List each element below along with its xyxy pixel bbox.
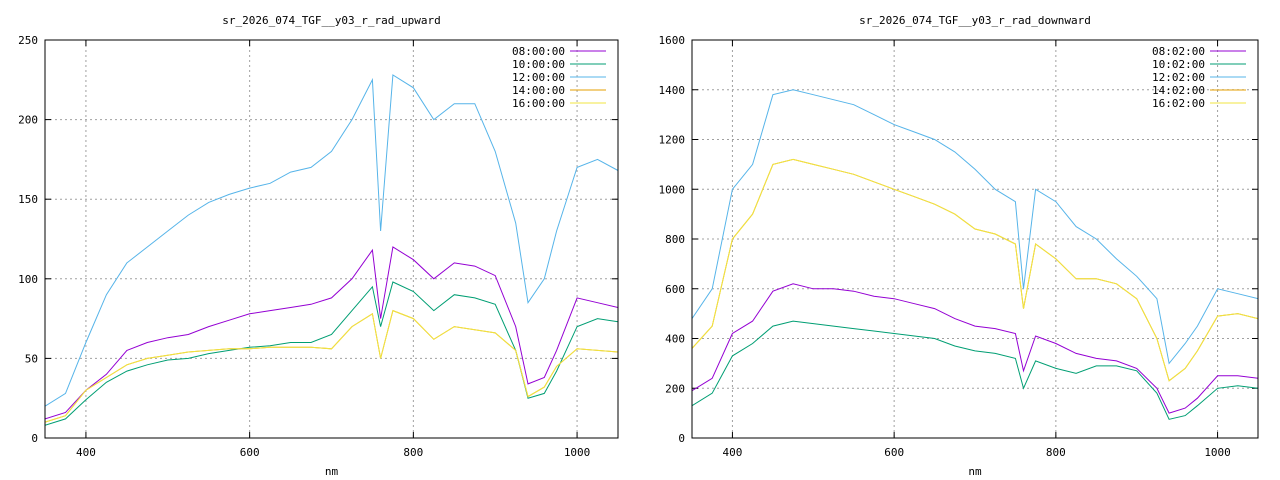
y-tick-label: 50 — [25, 352, 38, 365]
series-line-100000 — [45, 281, 618, 426]
y-tick-label: 600 — [665, 283, 685, 296]
legend-label: 10:02:00 — [1152, 58, 1205, 71]
y-tick-label: 0 — [678, 432, 685, 445]
y-tick-label: 150 — [18, 193, 38, 206]
legend-label: 12:02:00 — [1152, 71, 1205, 84]
series-line-120000 — [45, 74, 618, 407]
y-tick-label: 800 — [665, 233, 685, 246]
x-axis-label: nm — [325, 465, 339, 478]
x-tick-label: 1000 — [564, 446, 591, 459]
y-tick-label: 1200 — [659, 134, 686, 147]
legend-label: 14:00:00 — [512, 84, 565, 97]
legend-label: 08:02:00 — [1152, 45, 1205, 58]
legend-label: 14:02:00 — [1152, 84, 1205, 97]
legend-label: 16:02:00 — [1152, 97, 1205, 110]
plot-frame — [691, 39, 1259, 439]
y-tick-label: 200 — [18, 114, 38, 127]
legend-label: 08:00:00 — [512, 45, 565, 58]
y-tick-label: 200 — [665, 382, 685, 395]
x-tick-label: 800 — [1046, 446, 1066, 459]
x-tick-label: 400 — [76, 446, 96, 459]
chart-title: sr_2026_074_TGF__y03_r_rad_upward — [222, 14, 441, 27]
legend-label: 10:00:00 — [512, 58, 565, 71]
series-line-080000 — [45, 246, 618, 420]
series-line-160200 — [692, 158, 1258, 382]
legend-label: 12:00:00 — [512, 71, 565, 84]
y-tick-label: 100 — [18, 273, 38, 286]
plot-frame — [44, 39, 619, 439]
series-line-160000 — [45, 309, 618, 423]
y-tick-label: 250 — [18, 34, 38, 47]
x-tick-label: 1000 — [1204, 446, 1231, 459]
x-tick-label: 400 — [722, 446, 742, 459]
series-line-120200 — [692, 89, 1258, 365]
series-line-080200 — [692, 283, 1258, 414]
y-tick-label: 1600 — [659, 34, 686, 47]
y-tick-label: 1400 — [659, 84, 686, 97]
x-tick-label: 600 — [884, 446, 904, 459]
series-line-140200 — [692, 158, 1258, 382]
x-tick-label: 600 — [240, 446, 260, 459]
chart-title: sr_2026_074_TGF__y03_r_rad_downward — [859, 14, 1091, 27]
y-tick-label: 400 — [665, 333, 685, 346]
series-line-100200 — [692, 320, 1258, 420]
x-axis-label: nm — [968, 465, 982, 478]
series-line-140000 — [45, 309, 618, 423]
y-tick-label: 0 — [31, 432, 38, 445]
y-tick-label: 1000 — [659, 183, 686, 196]
chart-panel-downward: sr_2026_074_TGF__y03_r_rad_downward 400 60… — [659, 14, 1259, 478]
legend-label: 16:00:00 — [512, 97, 565, 110]
x-tick-label: 800 — [403, 446, 423, 459]
chart-panel-upward: sr_2026_074_TGF__y03_r_rad_upward 400 600 8… — [18, 14, 619, 478]
